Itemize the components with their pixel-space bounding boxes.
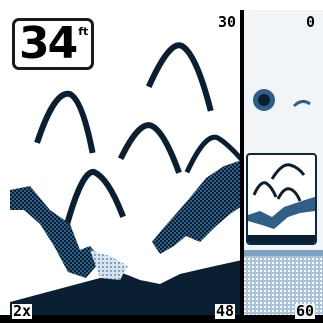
fish-arch-3 <box>117 122 182 174</box>
zoom-window-echo <box>248 163 315 243</box>
fish-arch-2 <box>146 42 214 112</box>
sonar-echo-layer <box>10 42 242 315</box>
depth-value: 34 <box>19 18 78 69</box>
bottom-floor <box>10 260 242 315</box>
overview-lower-depth-label: 60 <box>295 302 316 320</box>
overview-upper-depth-label: 0 <box>305 13 317 31</box>
left-frame <box>0 0 10 323</box>
split-divider <box>240 10 244 315</box>
zoom-factor-label: 2x <box>12 302 33 320</box>
main-upper-depth-label: 30 <box>217 13 238 31</box>
zoom-window-indicator[interactable] <box>246 153 317 245</box>
fish-arch-4 <box>62 169 126 232</box>
bottom-frame <box>0 315 323 323</box>
overview-fish-mark <box>292 99 311 108</box>
bottom-speckle <box>90 250 128 280</box>
main-lower-depth-label: 48 <box>215 302 236 320</box>
fish-arch-5 <box>184 134 242 174</box>
sonar-main-view <box>10 10 242 315</box>
depth-unit: ft <box>78 25 89 38</box>
digital-depth-readout: 34 ft <box>12 18 94 70</box>
fish-arch-1 <box>34 90 96 154</box>
